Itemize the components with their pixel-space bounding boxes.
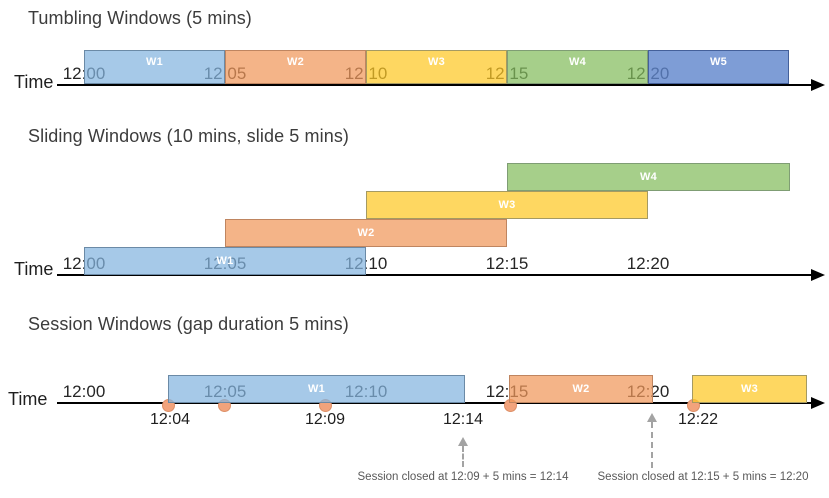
time-axis-caption: Time [14,72,54,92]
window-label: W1 [216,255,234,267]
closure-dashed-line [651,422,653,468]
window-box-w3: W3 [692,375,807,403]
window-label: W2 [357,227,375,239]
window-box-w2: W2 [225,50,366,84]
event-time-label: 12:22 [677,411,719,428]
window-box-w1: W1 [84,247,366,275]
session-closed-annotation: Session closed at 12:09 + 5 mins = 12:14 [357,471,569,483]
window-box-w4: W4 [507,50,648,84]
axis-tick-label: 12:15 [485,254,529,273]
time-axis-arrowhead-icon [811,397,825,409]
window-label: W4 [639,171,658,183]
time-axis-line [57,402,811,404]
window-label: W3 [498,199,516,211]
window-box-w3: W3 [366,191,648,219]
time-axis-caption: Time [14,259,54,279]
window-label: W2 [572,383,590,395]
window-label: W5 [709,56,728,68]
window-label: W1 [145,56,164,68]
window-label: W3 [740,383,759,395]
window-box-w1: W1 [84,50,225,84]
event-time-label: 12:09 [304,411,346,428]
window-label: W2 [286,56,305,68]
time-axis-arrowhead-icon [811,79,825,91]
window-label: W3 [427,56,446,68]
window-box-w3: W3 [366,50,507,84]
time-axis-caption: Time [8,389,48,409]
closure-up-arrowhead-icon [458,437,468,446]
window-label: W1 [307,383,326,395]
event-time-label: 12:04 [149,411,191,428]
closure-up-arrowhead-icon [647,413,657,422]
window-label: W4 [568,56,587,68]
event-time-label: 12:14 [442,411,484,428]
section-title-tumbling: Tumbling Windows (5 mins) [28,8,252,28]
section-title-session: Session Windows (gap duration 5 mins) [28,314,349,334]
closure-dashed-line [462,446,464,467]
section-title-sliding: Sliding Windows (10 mins, slide 5 mins) [28,126,350,146]
window-box-w2: W2 [509,375,653,403]
axis-tick-label: 12:00 [62,382,106,401]
axis-tick-label: 12:20 [626,254,670,273]
window-box-w1: W1 [168,375,465,403]
time-axis-line [57,84,811,86]
session-closed-annotation: Session closed at 12:15 + 5 mins = 12:20 [597,471,809,483]
window-box-w2: W2 [225,219,507,247]
window-box-w5: W5 [648,50,789,84]
time-axis-line [57,274,811,276]
window-box-w4: W4 [507,163,790,191]
time-axis-arrowhead-icon [811,269,825,281]
